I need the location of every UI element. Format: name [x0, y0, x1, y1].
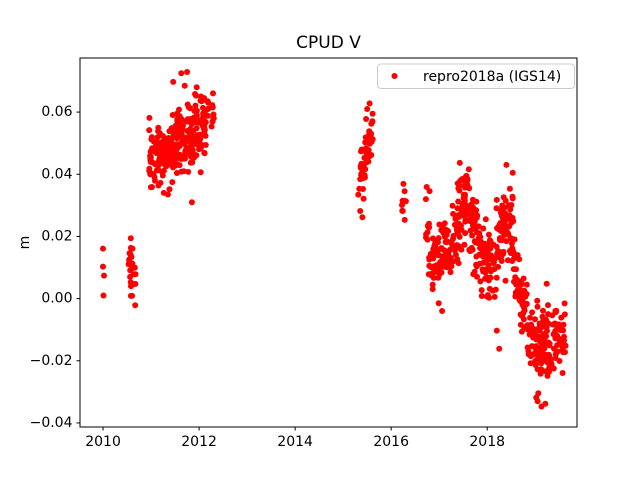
- x-tick-label: 2018: [469, 434, 505, 450]
- y-tick-label: 0.04: [41, 166, 72, 182]
- y-tick-label: 0.00: [41, 291, 72, 307]
- scatter-series-repro2018a: [100, 69, 569, 410]
- y-axis-ticks: −0.04 −0.02 0.00 0.02 0.04 0.06: [30, 104, 80, 431]
- x-tick-label: 2014: [277, 434, 313, 450]
- legend: repro2018a (IGS14): [377, 63, 575, 89]
- y-tick-label: −0.04: [30, 415, 73, 431]
- legend-label: repro2018a (IGS14): [423, 69, 561, 85]
- y-tick-label: 0.06: [41, 104, 72, 120]
- x-tick-label: 2016: [373, 434, 409, 450]
- y-tick-label: −0.02: [30, 353, 73, 369]
- x-tick-label: 2010: [85, 434, 121, 450]
- chart-title: CPUD V: [296, 33, 361, 53]
- y-tick-label: 0.02: [41, 228, 72, 244]
- plot-area-frame: [79, 57, 578, 428]
- x-axis-ticks: 2010 2012 2014 2016 2018: [85, 427, 505, 450]
- y-axis-label: m: [17, 236, 33, 250]
- legend-box: [377, 63, 575, 89]
- legend-marker-dot-icon: [391, 73, 398, 79]
- x-tick-label: 2012: [181, 434, 217, 450]
